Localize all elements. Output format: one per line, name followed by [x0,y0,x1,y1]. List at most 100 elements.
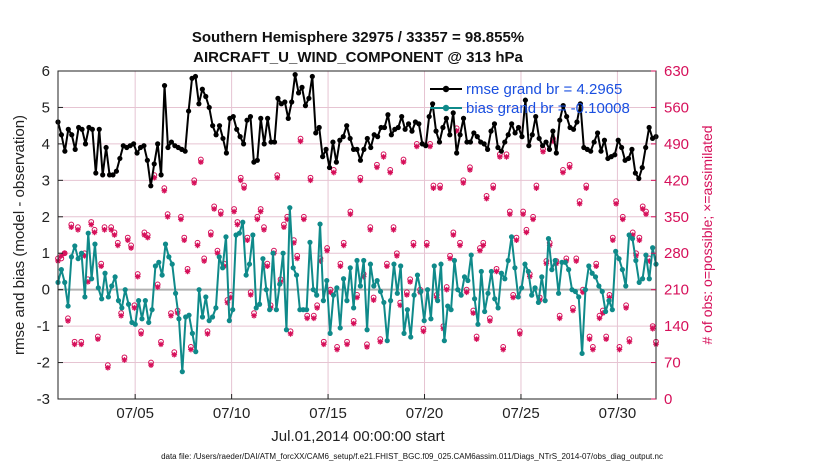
bias-point [351,305,357,311]
bias-point [112,274,118,280]
obs-assimilated-point [337,263,344,270]
obs-assimilated-point [649,325,656,332]
bias-point [78,250,85,256]
bias-point [461,274,468,280]
obs-assimilated-point [384,263,390,270]
bias-point [465,277,471,284]
bias-point [374,277,380,284]
obs-assimilated-point [247,292,254,298]
obs-assimilated-point [244,237,251,244]
bias-point [377,288,384,295]
obs-assimilated-point [377,338,384,345]
bias-point [136,298,142,304]
rmse-point [598,148,604,154]
rmse-point [330,139,336,145]
bias-point [448,307,454,313]
rmse-point [144,157,150,163]
rmse-point [244,117,250,123]
right-y-axis-label: # of obs: o=possible; ×=assimilated [699,125,715,344]
obs-assimilated-point [234,221,241,228]
bias-point [519,285,525,291]
bias-point [115,298,122,304]
obs-assimilated-point [503,154,510,160]
obs-assimilated-point [311,315,317,322]
obs-assimilated-point [613,200,619,207]
rmse-point [364,135,370,142]
obs-assimilated-point [639,206,646,212]
obs-assimilated-point [370,297,377,303]
right-tick-label: 630 [664,63,689,80]
rmse-point [560,103,566,109]
bias-point [539,274,545,280]
rmse-point [615,137,621,143]
rmse-point [254,157,260,163]
obs-assimilated-point [131,305,138,311]
obs-assimilated-point [214,250,221,257]
obs-assimilated-point [61,250,68,257]
rmse-point [285,115,291,121]
obs-assimilated-point [576,200,583,207]
rmse-point [423,143,429,149]
obs-assimilated-point [71,341,78,348]
rmse-point [141,143,147,149]
obs-assimilated-point [626,338,633,345]
rmse-point [557,117,563,123]
bias-point [613,248,619,254]
obs-assimilated-point [497,154,503,160]
bias-point [451,257,458,264]
bias-point [223,234,229,240]
bias-point [643,252,649,258]
rmse-point [430,101,436,107]
obs-assimilated-point [284,216,291,223]
rmse-point [612,152,618,158]
obs-assimilated-point [297,138,304,145]
bias-point [119,305,125,311]
bias-point [418,288,424,295]
obs-assimilated-point [134,273,141,280]
rmse-point [182,148,188,154]
bias-point [193,349,199,355]
bias-point [354,257,360,264]
rmse-point [505,132,511,138]
obs-assimilated-point [154,284,161,290]
bias-point [371,283,377,289]
rmse-point [62,148,68,154]
obs-assimilated-point [274,174,281,181]
bias-point [435,298,441,304]
rmse-point [474,134,480,140]
obs-assimilated-point [330,169,337,176]
rmse-point [460,115,467,121]
rmse-point [361,146,367,152]
bias-point [603,308,609,315]
bias-point [579,350,585,357]
rmse-point [344,123,350,129]
bias-point [562,259,568,265]
rmse-point [261,141,267,147]
rmse-point [89,126,95,132]
bias-point [92,241,98,247]
obs-assimilated-point [483,195,490,202]
obs-assimilated-point [500,346,506,353]
obs-assimilated-point [144,234,151,241]
bias-point [582,287,589,293]
obs-assimilated-point [354,294,360,301]
bias-point [65,303,71,309]
obs-assimilated-point [533,185,540,191]
bias-point [508,234,515,240]
obs-assimilated-point [447,255,453,262]
obs-assimilated-point [314,305,320,311]
obs-assimilated-point [523,229,530,236]
y-axis-label: rmse and bias (model - observation) [11,115,28,355]
obs-assimilated-point [181,237,188,244]
rmse-point [206,104,212,111]
obs-assimilated-point [124,237,131,244]
bias-point [290,265,296,271]
obs-assimilated-point [251,312,257,319]
rmse-point [381,124,388,131]
bias-point [626,232,632,238]
bias-point [596,283,602,289]
rmse-point [577,101,583,107]
bias-point [253,305,259,311]
bias-point [549,267,555,273]
